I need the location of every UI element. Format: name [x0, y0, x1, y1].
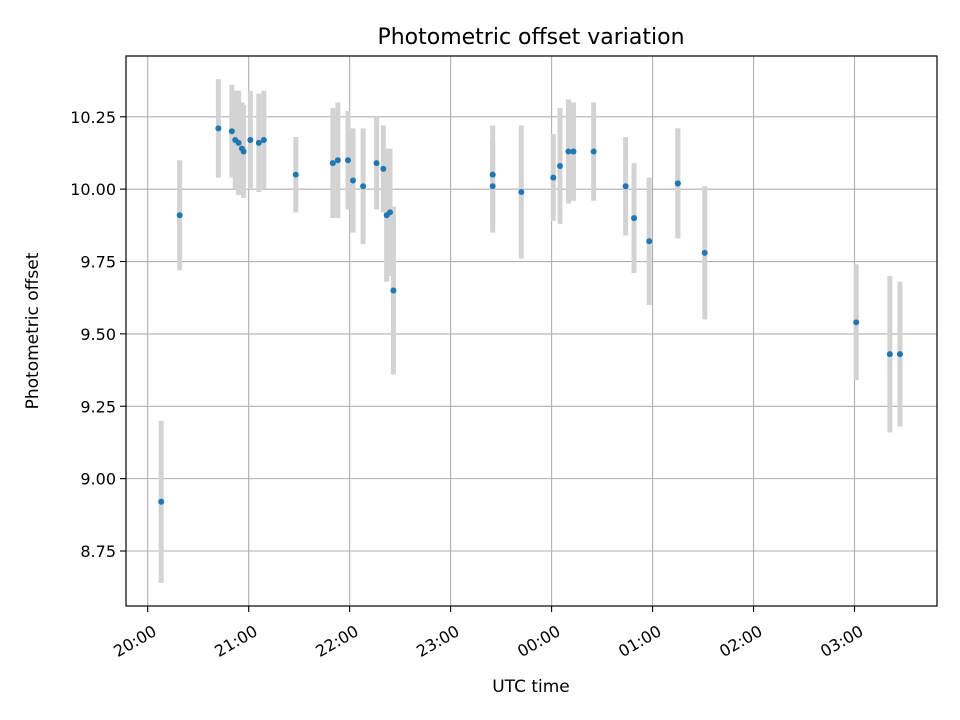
data-point	[646, 238, 653, 245]
y-tick-label: 10.25	[70, 108, 116, 127]
data-point	[255, 139, 262, 146]
y-axis-label: Photometric offset	[23, 252, 43, 409]
data-point	[489, 171, 496, 178]
data-point	[360, 183, 367, 190]
data-point	[489, 183, 496, 190]
x-axis-label: UTC time	[492, 677, 570, 697]
grid-lines	[126, 56, 937, 606]
data-point	[674, 180, 681, 187]
data-point	[518, 189, 525, 196]
data-point	[260, 136, 267, 143]
data-points	[158, 125, 903, 505]
y-tick-label: 9.00	[80, 470, 116, 489]
data-point	[215, 125, 222, 132]
y-tick-label: 9.25	[80, 397, 116, 416]
data-point	[373, 160, 380, 167]
data-point	[390, 287, 397, 294]
data-point	[631, 215, 638, 222]
data-point	[557, 163, 564, 169]
y-tick-label: 8.75	[80, 542, 116, 561]
data-point	[701, 249, 708, 256]
data-point	[240, 148, 247, 155]
data-point	[387, 209, 394, 216]
data-point	[622, 183, 629, 190]
data-point	[380, 165, 387, 172]
data-point	[344, 157, 351, 164]
data-point	[550, 174, 557, 181]
y-tick-label: 10.00	[70, 180, 116, 199]
data-point	[235, 139, 242, 146]
data-point	[329, 160, 336, 167]
data-point	[590, 148, 597, 155]
y-tick-label: 9.75	[80, 253, 116, 272]
data-point	[158, 498, 165, 505]
data-point	[570, 148, 577, 155]
plot-frame	[125, 55, 938, 607]
y-tick-label: 9.50	[80, 325, 116, 344]
data-point	[247, 136, 254, 143]
data-point	[228, 128, 235, 135]
data-point	[176, 212, 183, 219]
data-point	[853, 319, 860, 326]
data-point	[350, 177, 357, 184]
data-point	[292, 171, 299, 178]
data-point	[334, 157, 341, 164]
data-point	[886, 351, 893, 358]
chart-title: Photometric offset variation	[377, 25, 684, 50]
data-point	[565, 148, 572, 155]
y-axis-ticks: 8.75 9.00 9.25 9.50 9.75 10.00 10.25	[70, 108, 126, 561]
data-point	[896, 351, 903, 358]
